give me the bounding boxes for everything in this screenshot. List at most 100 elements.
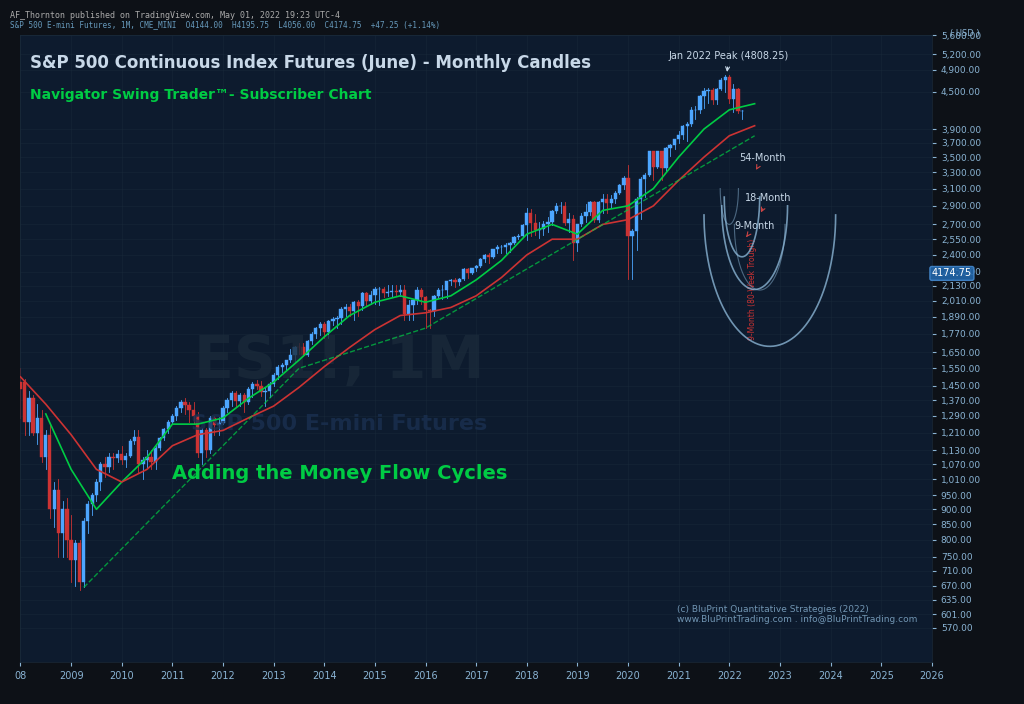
Bar (234, 393, 238, 401)
Bar (390, 291, 393, 292)
Bar (318, 324, 322, 328)
Bar (639, 179, 642, 199)
Bar (297, 346, 301, 348)
Bar (162, 429, 166, 438)
Bar (36, 418, 39, 432)
Bar (386, 292, 389, 294)
Bar (478, 259, 482, 266)
Bar (732, 89, 735, 99)
Bar (408, 305, 411, 314)
Text: S&P 500 E-mini Futures, 1M, CME_MINI  O4144.00  H4195.75  L4056.00  C4174.75  +4: S&P 500 E-mini Futures, 1M, CME_MINI O41… (10, 20, 440, 29)
Bar (416, 289, 419, 300)
Bar (707, 89, 710, 91)
Bar (605, 199, 608, 203)
Bar (567, 219, 570, 223)
Bar (23, 382, 27, 422)
Bar (509, 243, 512, 246)
Bar (402, 289, 406, 314)
Bar (255, 384, 259, 386)
Bar (259, 386, 262, 392)
Bar (209, 418, 212, 451)
Bar (466, 270, 469, 273)
Bar (382, 289, 385, 294)
Text: 4174.75: 4174.75 (932, 268, 972, 278)
Bar (521, 225, 524, 236)
Bar (711, 89, 715, 100)
Bar (728, 77, 731, 99)
Bar (344, 307, 347, 309)
Bar (145, 458, 148, 460)
Bar (660, 151, 664, 168)
Bar (542, 224, 545, 230)
Bar (651, 151, 655, 167)
Bar (40, 418, 43, 458)
Bar (221, 408, 224, 423)
Bar (95, 482, 98, 496)
Bar (370, 294, 373, 301)
Text: Adding the Money Flow Cycles: Adding the Money Flow Cycles (172, 465, 507, 483)
Text: 18-Month: 18-Month (744, 194, 791, 211)
Bar (70, 540, 73, 560)
Bar (585, 212, 588, 216)
Bar (120, 454, 123, 460)
Bar (445, 281, 449, 290)
Bar (281, 365, 284, 367)
Bar (200, 430, 204, 453)
Bar (374, 289, 377, 294)
Bar (647, 151, 651, 175)
Bar (551, 211, 554, 222)
Bar (698, 96, 701, 110)
Bar (627, 178, 630, 236)
Bar (171, 416, 174, 422)
Bar (48, 434, 51, 509)
Bar (348, 307, 351, 311)
Bar (99, 465, 102, 482)
Text: 54-Month: 54-Month (739, 153, 786, 169)
Bar (412, 300, 415, 305)
Bar (593, 202, 596, 220)
Bar (137, 437, 140, 465)
Bar (458, 279, 461, 282)
Bar (56, 490, 60, 534)
Bar (238, 395, 242, 401)
Bar (360, 294, 364, 306)
Bar (474, 266, 478, 268)
Bar (124, 456, 127, 460)
Bar (243, 395, 246, 402)
Bar (609, 199, 613, 203)
Text: S&P 500 Continuous Index Futures (June) - Monthly Candles: S&P 500 Continuous Index Futures (June) … (30, 54, 591, 72)
Bar (44, 434, 47, 458)
Bar (60, 509, 65, 534)
Bar (462, 270, 465, 279)
Bar (103, 465, 106, 467)
Text: 9-Month (80-Week Trough): 9-Month (80-Week Trough) (748, 239, 757, 340)
Bar (53, 490, 56, 509)
Bar (690, 110, 693, 125)
Bar (339, 309, 343, 318)
Text: S&P 500 E-mini Futures: S&P 500 E-mini Futures (191, 414, 487, 434)
Bar (420, 289, 423, 297)
Bar (276, 367, 280, 375)
Bar (78, 543, 81, 582)
Text: 9-Month: 9-Month (734, 221, 775, 237)
Bar (230, 393, 233, 401)
Bar (613, 193, 617, 199)
Bar (454, 280, 457, 282)
Bar (32, 398, 35, 432)
Bar (91, 496, 94, 503)
Bar (715, 89, 718, 100)
Bar (263, 391, 266, 392)
Bar (398, 289, 401, 292)
Bar (724, 77, 727, 80)
Text: AF_Thornton published on TradingView.com, May 01, 2022 19:23 UTC-4: AF_Thornton published on TradingView.com… (10, 11, 340, 20)
Bar (643, 175, 646, 179)
Bar (289, 356, 292, 360)
Bar (492, 249, 495, 256)
Bar (116, 454, 120, 458)
Text: ( USD ): ( USD ) (950, 29, 980, 38)
Bar (133, 437, 136, 441)
Bar (736, 89, 739, 111)
Bar (225, 401, 228, 408)
Bar (306, 341, 309, 356)
Bar (314, 328, 317, 334)
